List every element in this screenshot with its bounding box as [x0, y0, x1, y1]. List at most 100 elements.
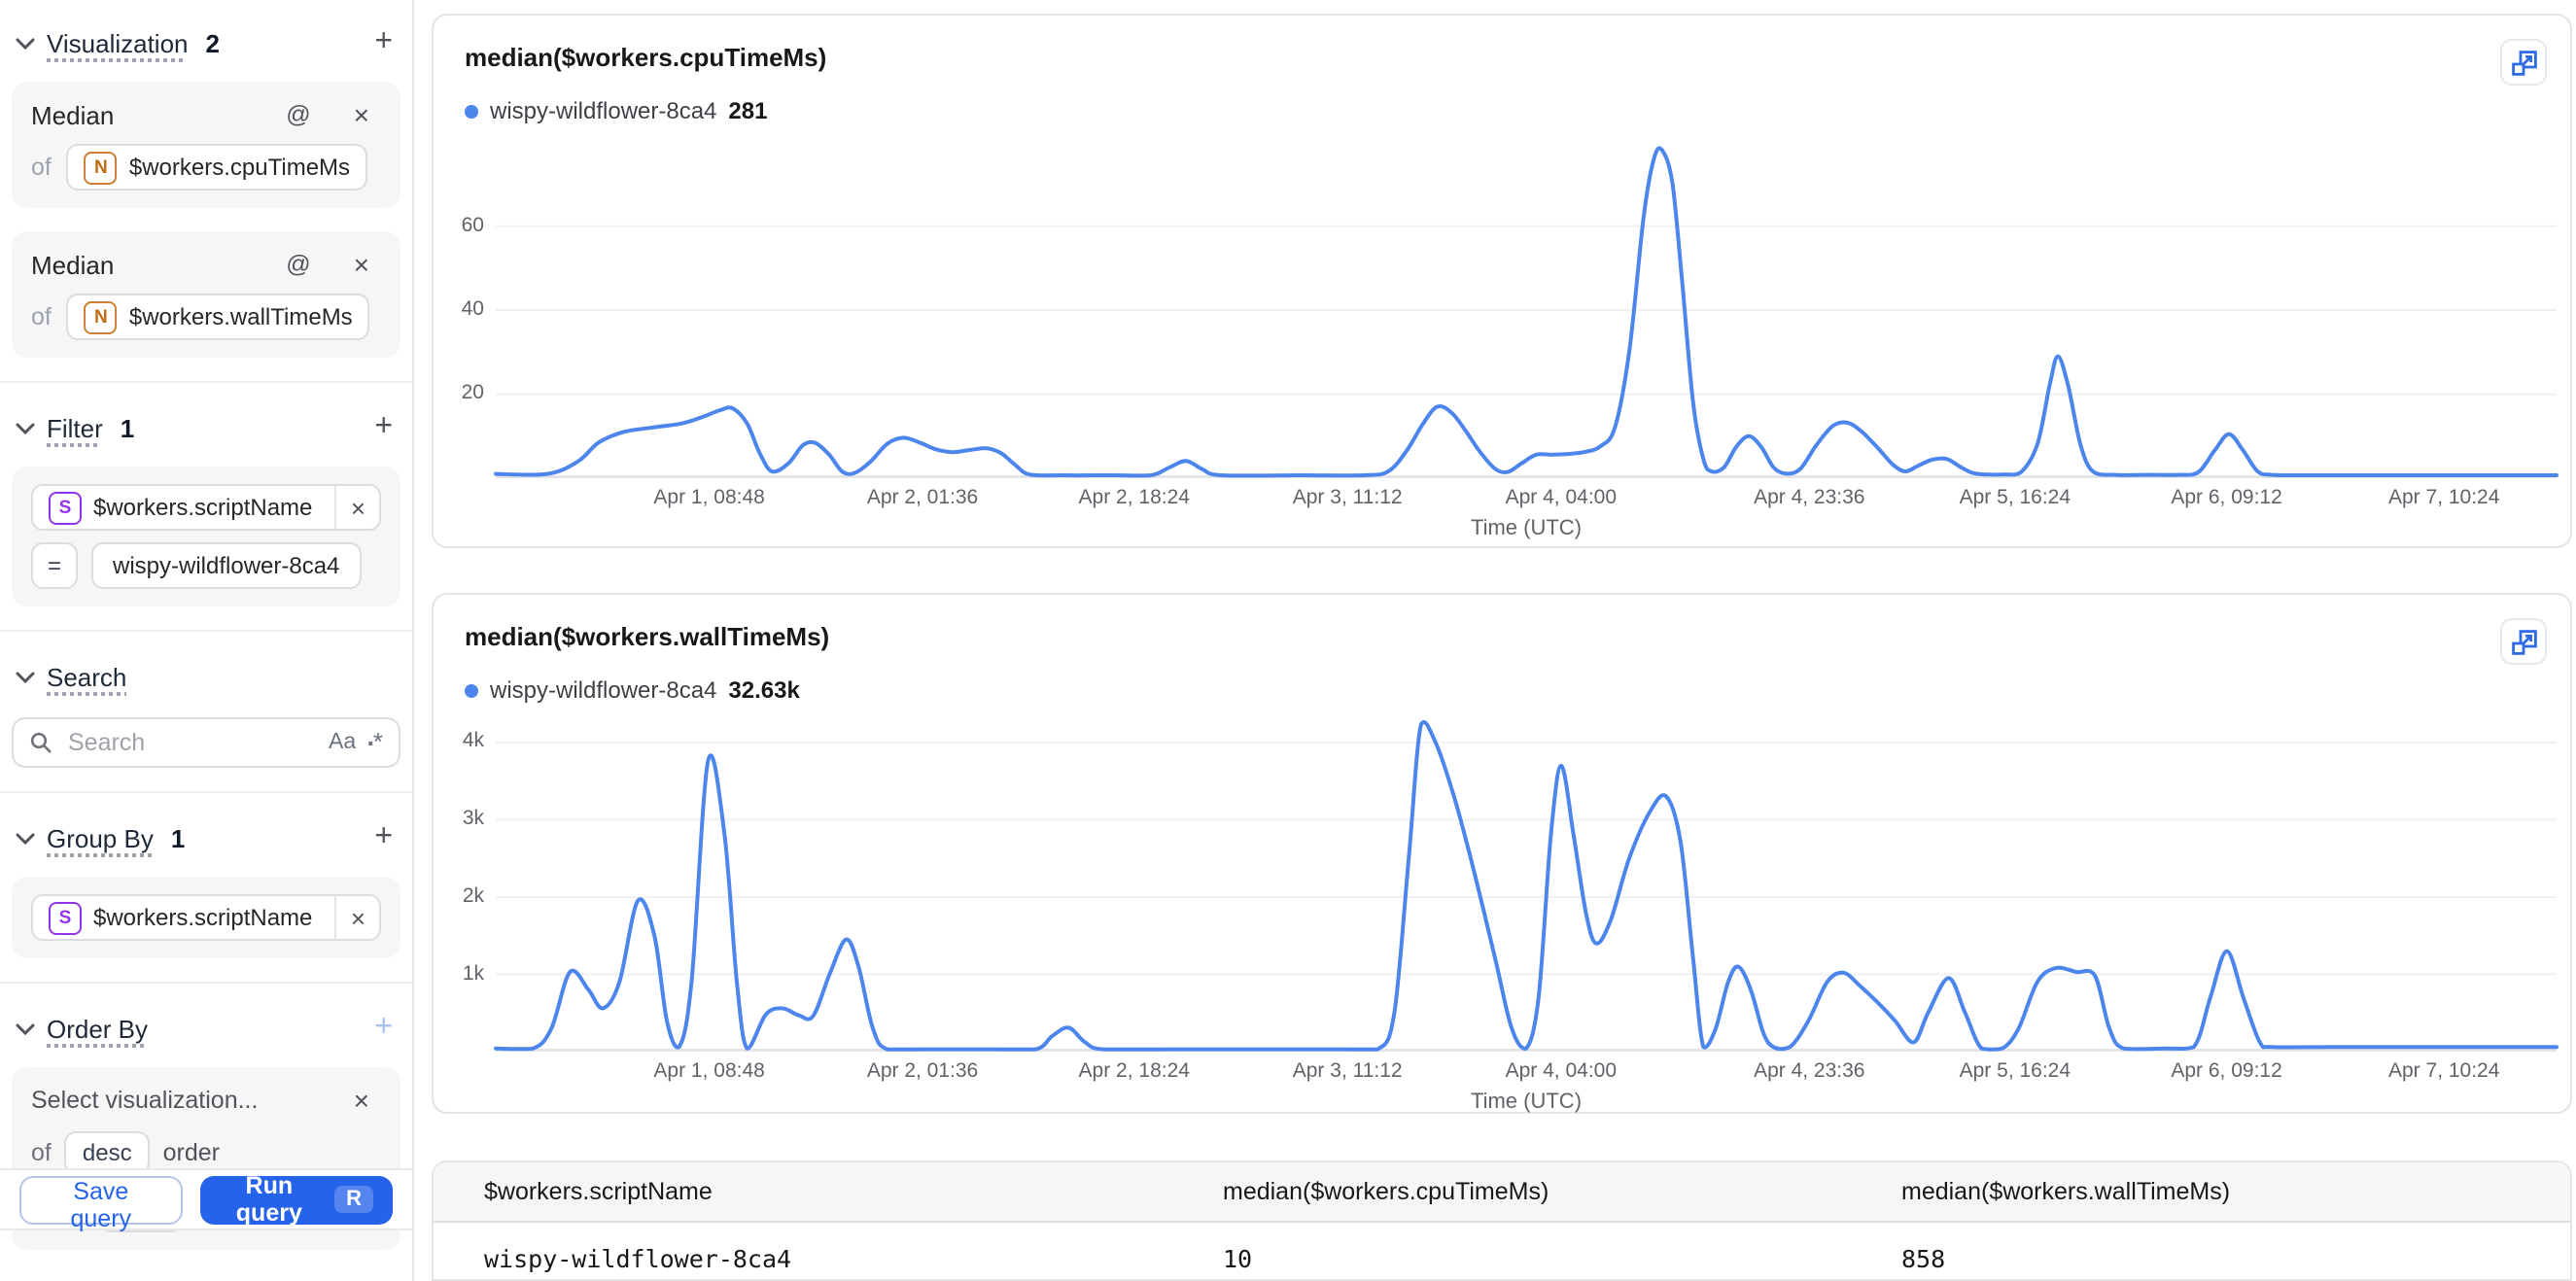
- field-chip-wall[interactable]: N $workers.wallTimeMs: [66, 294, 370, 340]
- order-label: order: [162, 1139, 220, 1166]
- x-axis-tick-label: Apr 2, 01:36: [866, 1059, 979, 1083]
- group-by-title[interactable]: Group By: [47, 823, 154, 852]
- string-type-icon: S: [49, 491, 82, 524]
- visualization-count: 2: [205, 28, 220, 57]
- chevron-down-icon[interactable]: [16, 831, 35, 845]
- run-shortcut-badge: R: [334, 1186, 373, 1213]
- order-direction-select[interactable]: desc: [64, 1131, 150, 1174]
- add-visualization-button[interactable]: +: [370, 26, 397, 58]
- group-by-field-chip[interactable]: S $workers.scriptName ×: [31, 894, 381, 941]
- group-by-section-header: Group By 1 +: [12, 814, 400, 861]
- filter-title[interactable]: Filter: [47, 413, 103, 442]
- at-icon[interactable]: @: [274, 249, 322, 280]
- x-axis-tick-label: Apr 6, 09:12: [2171, 1059, 2282, 1083]
- x-axis-tick-label: Apr 3, 11:12: [1292, 486, 1403, 509]
- series-value: 281: [728, 97, 768, 124]
- table-header-row: $workers.scriptName median($workers.cpuT…: [434, 1162, 2570, 1223]
- divider: [0, 791, 412, 793]
- string-type-icon: S: [49, 901, 82, 934]
- chart-card-cpu-time: median($workers.cpuTimeMs) wispy-wildflo…: [432, 14, 2572, 548]
- visualization-card-wall: Median @ × of N $workers.wallTimeMs: [12, 231, 400, 358]
- x-axis-tick-label: Apr 4, 23:36: [1754, 1059, 1865, 1083]
- of-label: of: [31, 1139, 52, 1166]
- cpu-time-line-chart[interactable]: 20 40 60 Apr 1, 08:48 Apr 2, 01:36 Apr 2, 18:…: [462, 142, 2559, 540]
- remove-filter-icon[interactable]: ×: [334, 486, 379, 529]
- cell-wall-median: 858: [1901, 1243, 1946, 1272]
- x-axis-tick-label: Apr 5, 16:24: [1959, 1059, 2071, 1083]
- filter-field-chip[interactable]: S $workers.scriptName ×: [31, 484, 381, 531]
- divider: [0, 630, 412, 632]
- aggregation-label[interactable]: Median: [31, 250, 115, 279]
- chevron-down-icon[interactable]: [16, 1021, 35, 1035]
- field-chip-cpu[interactable]: N $workers.cpuTimeMs: [66, 144, 368, 190]
- chart-card-wall-time: median($workers.wallTimeMs) wispy-wildfl…: [432, 593, 2572, 1114]
- series-value: 32.63k: [728, 676, 800, 704]
- add-group-by-button[interactable]: +: [370, 821, 397, 853]
- chart-title: median($workers.wallTimeMs): [465, 622, 830, 651]
- series-line: [494, 720, 2559, 1052]
- numeric-type-icon: N: [84, 151, 118, 184]
- chevron-down-icon[interactable]: [16, 36, 35, 50]
- close-icon[interactable]: ×: [342, 249, 381, 280]
- visualization-section-header: Visualization 2 +: [12, 19, 400, 66]
- cell-script-name: wispy-wildflower-8ca4: [484, 1243, 792, 1272]
- expand-icon[interactable]: [2500, 39, 2547, 86]
- order-by-title[interactable]: Order By: [47, 1014, 149, 1043]
- x-axis-title: Time (UTC): [1470, 517, 1583, 540]
- search-section-header: Search: [12, 653, 400, 700]
- x-axis-tick-label: Apr 7, 10:24: [2388, 486, 2500, 509]
- chevron-down-icon[interactable]: [16, 670, 35, 683]
- x-axis-tick-label: Apr 4, 23:36: [1754, 486, 1865, 509]
- chart-legend: wispy-wildflower-8ca4 281: [465, 97, 2539, 124]
- remove-group-by-icon[interactable]: ×: [334, 896, 379, 939]
- filter-operator[interactable]: =: [31, 542, 78, 589]
- search-box: Aa ▪*: [12, 717, 400, 768]
- regex-icon[interactable]: ▪ *: [367, 727, 383, 757]
- x-axis-tick-label: Apr 5, 16:24: [1959, 486, 2071, 509]
- filter-value[interactable]: wispy-wildflower-8ca4: [91, 542, 362, 589]
- search-icon: [29, 731, 52, 754]
- query-sidebar: Visualization 2 + Median @ × of N $worke…: [0, 0, 414, 1281]
- x-axis-tick-label: Apr 1, 08:48: [653, 486, 765, 509]
- close-icon[interactable]: ×: [342, 99, 381, 130]
- visualization-title[interactable]: Visualization: [47, 28, 189, 57]
- add-filter-button[interactable]: +: [370, 411, 397, 443]
- line-chart-svg: [494, 720, 2559, 1052]
- x-axis-tick-label: Apr 7, 10:24: [2388, 1059, 2500, 1083]
- column-header-wall-median[interactable]: median($workers.wallTimeMs): [1901, 1178, 2231, 1205]
- add-order-by-button[interactable]: +: [370, 1012, 397, 1044]
- chevron-down-icon[interactable]: [16, 421, 35, 434]
- filter-section-header: Filter 1 +: [12, 404, 400, 451]
- chart-legend: wispy-wildflower-8ca4 32.63k: [465, 676, 2539, 704]
- field-name: $workers.cpuTimeMs: [128, 154, 351, 181]
- match-case-icon[interactable]: Aa: [329, 731, 357, 754]
- column-header-script-name[interactable]: $workers.scriptName: [484, 1178, 713, 1205]
- series-line: [494, 146, 2559, 478]
- results-table: $workers.scriptName median($workers.cpuT…: [432, 1160, 2572, 1281]
- y-axis-tick-label: 40: [461, 297, 484, 321]
- x-axis-tick-label: Apr 2, 18:24: [1078, 1059, 1190, 1083]
- field-name: $workers.scriptName: [93, 904, 313, 931]
- table-row[interactable]: wispy-wildflower-8ca4 10 858: [434, 1223, 2570, 1279]
- y-axis-tick-label: 3k: [462, 807, 484, 831]
- field-name: $workers.wallTimeMs: [128, 303, 353, 330]
- aggregation-label[interactable]: Median: [31, 100, 115, 129]
- visualization-card-cpu: Median @ × of N $workers.cpuTimeMs: [12, 82, 400, 208]
- x-axis-tick-label: Apr 1, 08:48: [653, 1059, 765, 1083]
- x-axis-tick-label: Apr 4, 04:00: [1505, 486, 1618, 509]
- column-header-cpu-median[interactable]: median($workers.cpuTimeMs): [1223, 1178, 1549, 1205]
- expand-icon[interactable]: [2500, 618, 2547, 665]
- chart-title: median($workers.cpuTimeMs): [465, 43, 827, 72]
- search-title[interactable]: Search: [47, 662, 127, 691]
- close-icon[interactable]: ×: [342, 1085, 381, 1116]
- wall-time-line-chart[interactable]: 1k 2k 3k 4k Apr 1, 08:48 Apr 2, 01:36 Apr 2, 1…: [463, 715, 2559, 1114]
- series-name: wispy-wildflower-8ca4: [490, 676, 717, 704]
- divider: [0, 381, 412, 383]
- x-axis-title: Time (UTC): [1470, 1091, 1583, 1114]
- series-dot-icon: [465, 683, 478, 697]
- run-query-button[interactable]: Run query R: [199, 1172, 393, 1227]
- search-input[interactable]: [64, 727, 318, 758]
- at-icon[interactable]: @: [274, 99, 322, 130]
- save-query-button[interactable]: Save query: [19, 1175, 183, 1231]
- order-by-select[interactable]: Select visualization...: [31, 1087, 259, 1114]
